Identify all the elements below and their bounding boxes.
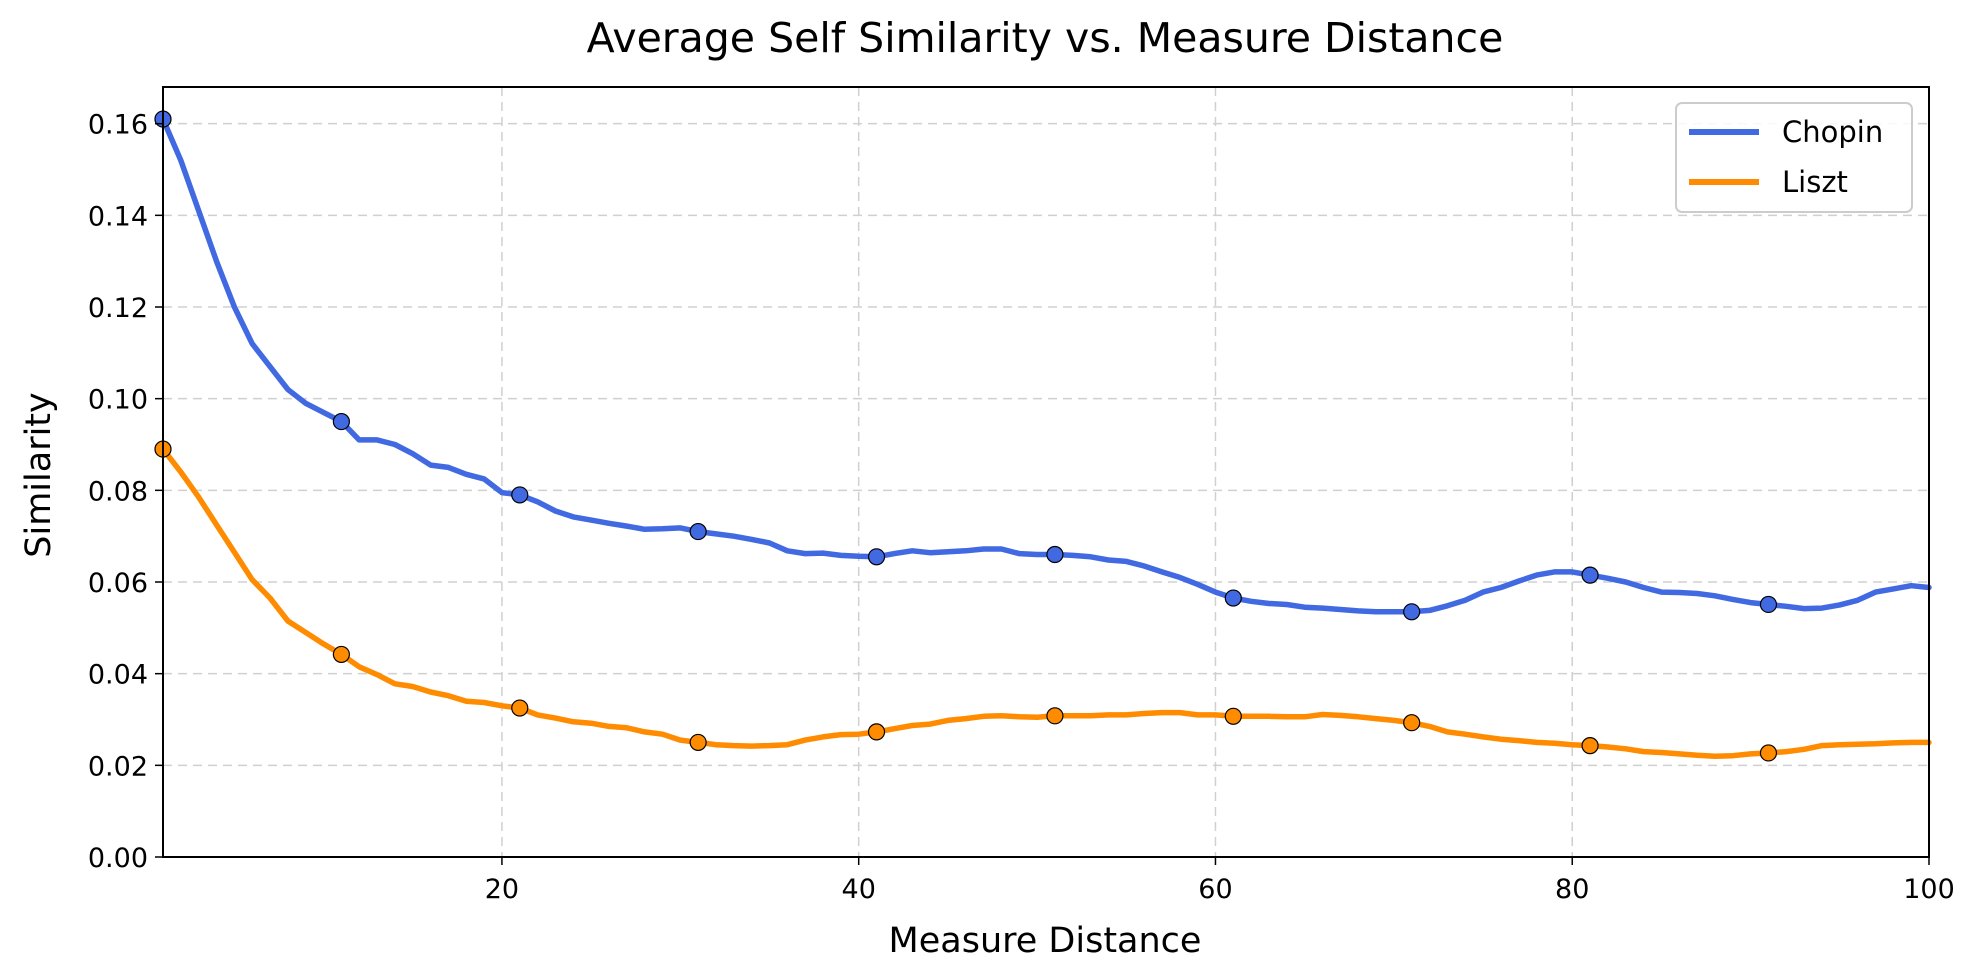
grid — [163, 87, 1930, 858]
y-tick-label: 0.04 — [88, 660, 148, 691]
series-liszt — [154, 440, 1932, 762]
data-point-chopin — [1581, 566, 1599, 584]
data-point-liszt — [332, 645, 350, 664]
data-point-liszt — [1224, 707, 1242, 725]
y-tick-label: 0.02 — [88, 751, 148, 782]
data-point-chopin — [1759, 595, 1778, 614]
y-tick-label: 0.16 — [88, 110, 148, 141]
data-point-liszt — [1581, 737, 1599, 755]
y-tick-label: 0.10 — [88, 385, 148, 416]
data-point-chopin — [332, 412, 350, 431]
axes: 0.00 0.02 0.04 0.06 0.08 0.10 0.12 0.14 0.16 20 40… — [88, 110, 1955, 905]
data-point-liszt — [1403, 714, 1421, 732]
y-tick-label: 0.14 — [88, 201, 148, 232]
y-tick-label: 0.12 — [88, 293, 148, 324]
data-point-chopin — [689, 522, 707, 541]
data-point-liszt — [867, 723, 886, 741]
series-line-chopin — [160, 116, 1932, 615]
data-point-chopin — [1224, 589, 1242, 607]
data-point-liszt — [689, 733, 707, 752]
x-tick-label: 40 — [842, 874, 876, 905]
legend-label-chopin: Chopin — [1782, 115, 1883, 149]
data-point-chopin — [867, 548, 886, 566]
series-layer — [154, 110, 1932, 762]
data-point-chopin — [1403, 603, 1421, 621]
x-axis-title: Measure Distance — [889, 921, 1202, 961]
x-tick-label: 100 — [1903, 874, 1955, 905]
y-tick-label: 0.08 — [88, 476, 148, 507]
legend: Chopin Liszt — [1675, 102, 1913, 213]
data-point-chopin — [1046, 545, 1064, 564]
y-tick-label: 0.06 — [88, 568, 148, 599]
x-tick-label: 60 — [1198, 874, 1232, 905]
data-point-chopin — [511, 486, 529, 504]
data-point-liszt — [1759, 744, 1778, 762]
series-chopin — [154, 110, 1932, 621]
x-tick-label: 80 — [1555, 874, 1589, 905]
data-point-liszt — [511, 699, 529, 717]
series-line-liszt — [160, 446, 1932, 759]
chart-title: Average Self Similarity vs. Measure Dist… — [587, 14, 1504, 62]
y-tick-label: 0.00 — [88, 843, 148, 874]
plot-area-frame — [162, 86, 1930, 858]
legend-label-liszt: Liszt — [1782, 165, 1848, 199]
x-tick-label: 20 — [485, 874, 519, 905]
y-axis-title: Similarity — [19, 392, 59, 557]
data-point-liszt — [1046, 707, 1064, 725]
